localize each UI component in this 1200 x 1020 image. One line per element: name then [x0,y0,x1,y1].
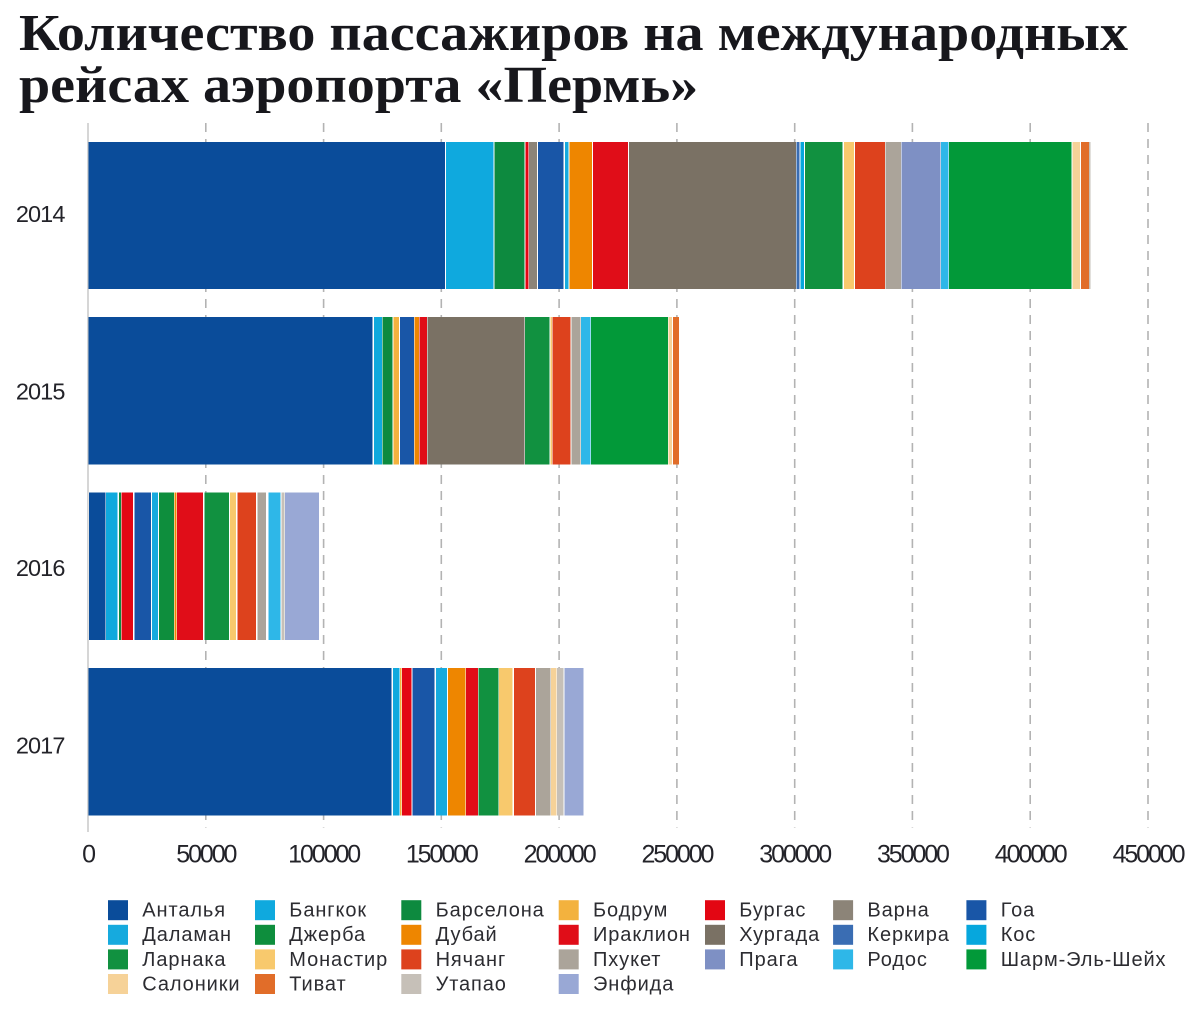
svg-text:Салоники: Салоники [142,973,240,995]
svg-text:Гоа: Гоа [1001,900,1035,922]
svg-text:Монастир: Монастир [289,949,388,971]
svg-text:Пхукет: Пхукет [593,949,661,971]
svg-text:Тиват: Тиват [289,973,346,995]
svg-text:0: 0 [82,841,95,869]
svg-text:Нячанг: Нячанг [436,949,507,971]
svg-text:Бургас: Бургас [739,900,806,922]
svg-text:450000: 450000 [1113,841,1185,869]
svg-text:Хургада: Хургада [739,924,820,946]
svg-text:Кос: Кос [1001,924,1036,946]
svg-text:Джерба: Джерба [289,924,366,946]
svg-text:2017: 2017 [16,732,65,758]
svg-text:Керкира: Керкира [867,924,949,946]
svg-text:300000: 300000 [759,841,831,869]
svg-text:2015: 2015 [16,378,66,404]
svg-text:Утапао: Утапао [436,973,507,995]
svg-text:Дубай: Дубай [436,924,498,946]
svg-text:250000: 250000 [641,841,713,869]
svg-text:Анталья: Анталья [142,900,226,922]
svg-text:Бодрум: Бодрум [593,900,668,922]
svg-text:Варна: Варна [867,900,929,922]
svg-text:Родос: Родос [867,949,927,971]
svg-text:100000: 100000 [288,841,360,869]
svg-text:200000: 200000 [524,841,596,869]
svg-text:Бангкок: Бангкок [289,900,367,922]
svg-text:Даламан: Даламан [142,924,232,946]
svg-text:Энфида: Энфида [593,973,674,995]
svg-text:Шарм-Эль-Шейх: Шарм-Эль-Шейх [1001,949,1167,971]
svg-text:Ираклион: Ираклион [593,924,691,946]
svg-text:Ларнака: Ларнака [142,949,226,971]
svg-text:2014: 2014 [16,201,66,227]
svg-text:Прага: Прага [739,949,798,971]
svg-text:350000: 350000 [877,841,949,869]
svg-text:Барселона: Барселона [436,900,545,922]
svg-text:50000: 50000 [176,841,236,869]
svg-text:150000: 150000 [406,841,478,869]
svg-text:2016: 2016 [16,555,66,581]
svg-text:400000: 400000 [995,841,1067,869]
